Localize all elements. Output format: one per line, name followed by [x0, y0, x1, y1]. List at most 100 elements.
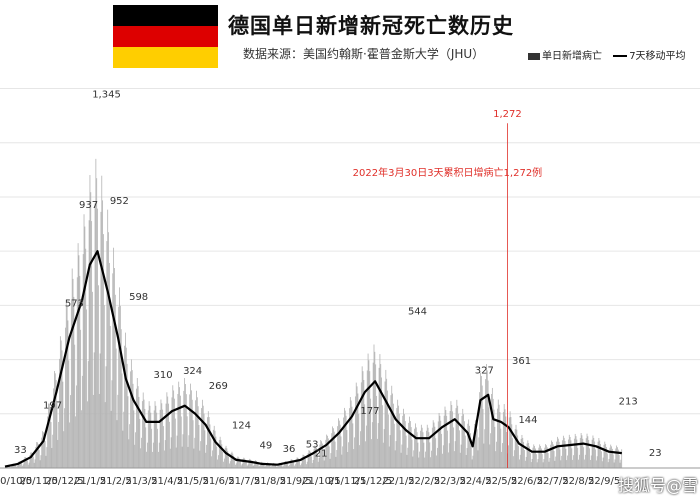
daily-bar: [331, 433, 333, 468]
daily-bar: [55, 380, 57, 468]
daily-bar: [153, 410, 155, 468]
daily-bar: [467, 423, 469, 468]
daily-bar: [65, 300, 67, 468]
x-tick-label: 20/10/5: [0, 476, 32, 487]
daily-bar: [439, 415, 441, 468]
daily-bar: [136, 378, 138, 468]
daily-bar: [351, 406, 353, 468]
daily-bar: [276, 466, 278, 468]
daily-bar: [333, 428, 334, 468]
daily-bar: [166, 392, 168, 468]
daily-bar: [486, 370, 488, 468]
daily-bar: [19, 461, 21, 468]
daily-bar: [390, 395, 392, 468]
daily-bar: [94, 203, 96, 468]
daily-bar: [288, 466, 290, 468]
daily-bar: [305, 459, 306, 468]
daily-bar: [562, 435, 564, 468]
daily-bar: [534, 446, 536, 468]
daily-bar: [473, 436, 475, 468]
daily-bar: [349, 408, 350, 468]
daily-bar: [292, 460, 294, 468]
daily-bar: [53, 388, 54, 468]
x-tick-label: 21/8/5: [254, 476, 286, 487]
daily-bar: [119, 305, 121, 468]
daily-bar: [376, 395, 377, 468]
daily-bar: [298, 458, 300, 468]
daily-bar: [289, 464, 290, 468]
daily-bar: [25, 457, 27, 468]
daily-bar: [464, 435, 466, 468]
daily-bar: [160, 399, 162, 468]
daily-bar: [226, 448, 228, 468]
daily-bar: [76, 385, 77, 468]
daily-bar: [494, 426, 496, 468]
daily-bar: [415, 423, 416, 468]
daily-bar: [595, 460, 597, 468]
daily-bar: [584, 454, 586, 468]
daily-bar: [460, 444, 462, 468]
daily-bar: [227, 451, 229, 468]
daily-bar: [468, 419, 470, 468]
annotation-text: 2022年3月30日3天累积日增病亡1,272例: [353, 166, 543, 179]
daily-bar: [87, 401, 88, 468]
daily-bar: [310, 452, 311, 468]
daily-bar: [190, 383, 191, 468]
daily-bar: [169, 421, 170, 468]
daily-bar: [148, 401, 150, 468]
daily-bar: [338, 420, 340, 468]
daily-bar: [129, 424, 131, 468]
x-tick-label: 22/5/5: [485, 476, 517, 487]
daily-bar: [599, 440, 601, 468]
daily-bar: [142, 392, 144, 468]
data-label: 269: [209, 381, 228, 392]
daily-bar: [542, 462, 544, 468]
legend-bar-label: 单日新增病亡: [542, 51, 602, 62]
daily-bar: [93, 352, 95, 468]
daily-bar: [205, 452, 207, 468]
daily-bar: [397, 399, 399, 468]
daily-bar: [149, 405, 151, 468]
daily-bar: [59, 336, 61, 468]
daily-bar: [204, 430, 206, 468]
daily-bar: [453, 451, 455, 468]
daily-bar: [41, 437, 43, 468]
daily-bar: [517, 435, 519, 468]
daily-bar: [304, 455, 306, 468]
daily-bar: [578, 459, 579, 468]
daily-bar: [293, 462, 295, 468]
x-tick-label: 22/9/5: [588, 476, 620, 487]
daily-bar: [354, 437, 355, 468]
daily-bar: [461, 415, 463, 468]
daily-bar: [587, 436, 589, 468]
daily-bar: [263, 464, 265, 468]
daily-bar: [303, 454, 305, 468]
daily-bar: [447, 430, 448, 468]
x-tick-label: 22/1/5: [382, 476, 414, 487]
legend-swatch-bar: [528, 52, 540, 60]
daily-bar: [508, 445, 509, 468]
daily-bar: [114, 294, 116, 468]
daily-bar: [158, 451, 159, 468]
daily-bar: [306, 461, 308, 468]
daily-bar: [241, 463, 243, 468]
daily-bar: [174, 398, 175, 468]
daily-bar: [287, 463, 289, 468]
daily-bar: [29, 455, 31, 468]
daily-bar: [582, 438, 584, 468]
daily-bar: [81, 375, 83, 468]
daily-bar: [262, 462, 263, 468]
daily-bar: [80, 329, 82, 468]
daily-bar: [535, 448, 536, 468]
daily-bar: [245, 459, 246, 468]
daily-bar: [321, 441, 322, 468]
daily-bar: [611, 446, 612, 468]
daily-bar: [122, 430, 124, 468]
daily-bar: [565, 448, 567, 468]
daily-bar: [81, 410, 82, 468]
daily-bar: [369, 371, 371, 468]
daily-bar: [123, 411, 125, 468]
daily-bar: [497, 408, 498, 468]
daily-bar: [229, 461, 231, 468]
daily-bar: [359, 445, 361, 468]
